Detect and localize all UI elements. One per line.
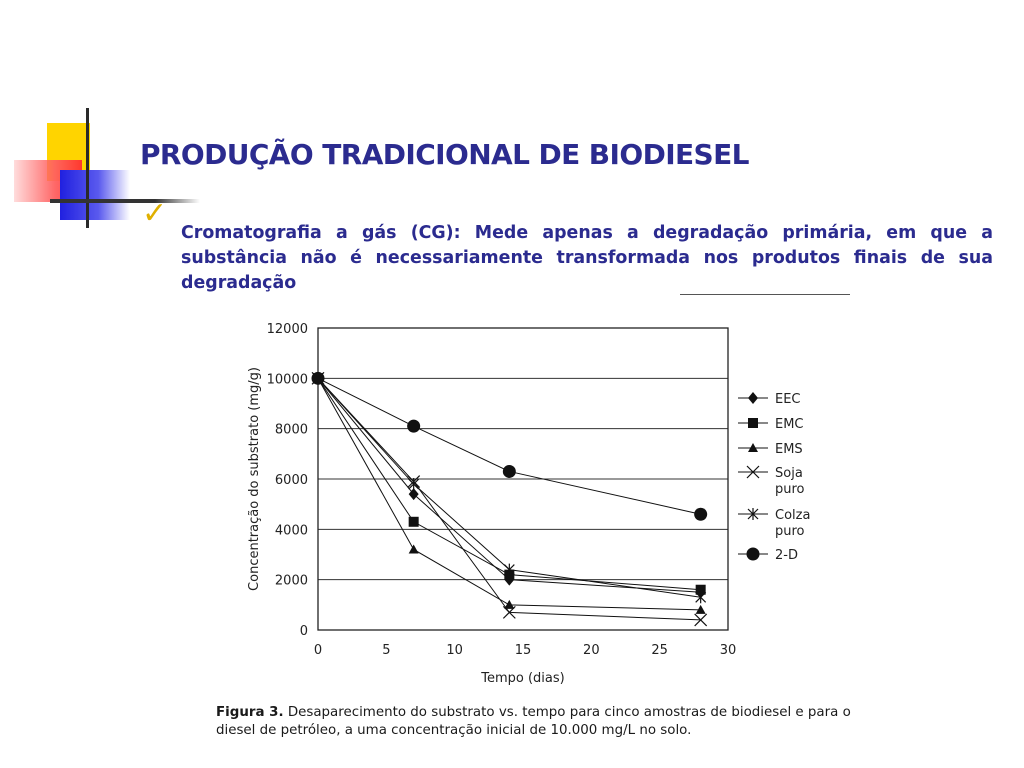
checkmark-icon: ✓ [142, 196, 168, 231]
chart-ticks: 0 2000 4000 6000 8000 10000 12000 0 5 10 15 20 25 30 [267, 322, 737, 658]
decor-vertical-line [86, 108, 89, 228]
y-tick-label: 8000 [275, 423, 308, 438]
data-point-2 [408, 516, 419, 527]
x-tick-label: 10 [446, 643, 463, 658]
legend-label: Soja [775, 466, 803, 481]
decor-blue-square [60, 170, 130, 220]
slide-title: PRODUÇÃO TRADICIONAL DE BIODIESEL [140, 138, 749, 171]
data-point-1 [408, 488, 419, 501]
legend-label-line2: puro [775, 482, 805, 497]
legend-entry: 2-D [738, 547, 798, 563]
legend-label: EEC [775, 392, 801, 407]
x-tick-label: 30 [720, 643, 737, 658]
legend-entry: EEC [738, 392, 801, 407]
chart-axes [317, 327, 729, 631]
y-tick-label: 0 [300, 624, 308, 639]
data-point-3 [408, 544, 419, 554]
x-axis-label: Tempo (dias) [480, 671, 564, 686]
data-point-6 [311, 371, 325, 385]
series-line-2 [317, 378, 701, 591]
series-line-3 [317, 378, 701, 611]
y-tick-label: 10000 [267, 372, 308, 387]
series-line-6 [317, 377, 701, 515]
data-point-2 [695, 584, 706, 595]
data-point-1 [504, 573, 515, 586]
data-point-6 [694, 507, 708, 521]
legend-entry: EMC [738, 417, 804, 432]
caption-text: Desaparecimento do substrato vs. tempo p… [216, 705, 851, 738]
series-line-5 [317, 377, 701, 598]
legend-label: EMC [775, 417, 804, 432]
legend-marker [748, 443, 758, 452]
y-tick-label: 2000 [275, 574, 308, 589]
chart-grid [318, 327, 728, 581]
figure-caption: Figura 3. Desaparecimento do substrato v… [216, 704, 856, 740]
y-tick-label: 6000 [275, 473, 308, 488]
legend-marker [746, 547, 760, 561]
legend-label-line2: puro [775, 524, 805, 539]
data-point-6 [502, 464, 516, 478]
caption-label: Figura 3. [216, 705, 284, 720]
legend-marker [748, 418, 758, 428]
data-point-5 [503, 563, 515, 576]
series-line-4 [317, 377, 701, 621]
chart-series-markers [311, 371, 708, 627]
y-tick-label: 4000 [275, 523, 308, 538]
data-point-5 [408, 478, 420, 491]
x-tick-label: 20 [583, 643, 600, 658]
y-tick-label: 12000 [267, 322, 308, 337]
decor-horizontal-line [50, 199, 200, 203]
series-line-1 [317, 378, 701, 593]
scan-divider [680, 294, 850, 295]
data-point-3 [695, 604, 706, 614]
legend-marker [748, 392, 758, 404]
legend-marker [747, 508, 759, 520]
data-point-3 [504, 599, 515, 609]
plot-frame [317, 327, 729, 631]
marker-stroke [694, 613, 708, 627]
marker-stroke [502, 605, 516, 619]
data-point-6 [407, 419, 421, 433]
data-point-5 [695, 591, 707, 604]
legend-entry: EMS [738, 442, 803, 457]
legend-marker [746, 465, 760, 479]
legend-label: 2-D [775, 548, 798, 563]
legend-label: Colza [775, 508, 810, 523]
y-axis-label: Concentração do substrato (mg/g) [247, 367, 262, 591]
data-point-4 [502, 605, 516, 619]
legend-label: EMS [775, 442, 803, 457]
chart-series-lines [317, 377, 701, 621]
x-tick-label: 0 [314, 643, 322, 658]
data-point-4 [694, 613, 708, 627]
bullet-text: Cromatografia a gás (CG): Mede apenas a … [181, 223, 993, 293]
x-tick-label: 25 [651, 643, 668, 658]
x-tick-label: 5 [382, 643, 390, 658]
x-tick-label: 15 [515, 643, 532, 658]
marker-stroke [746, 465, 760, 479]
